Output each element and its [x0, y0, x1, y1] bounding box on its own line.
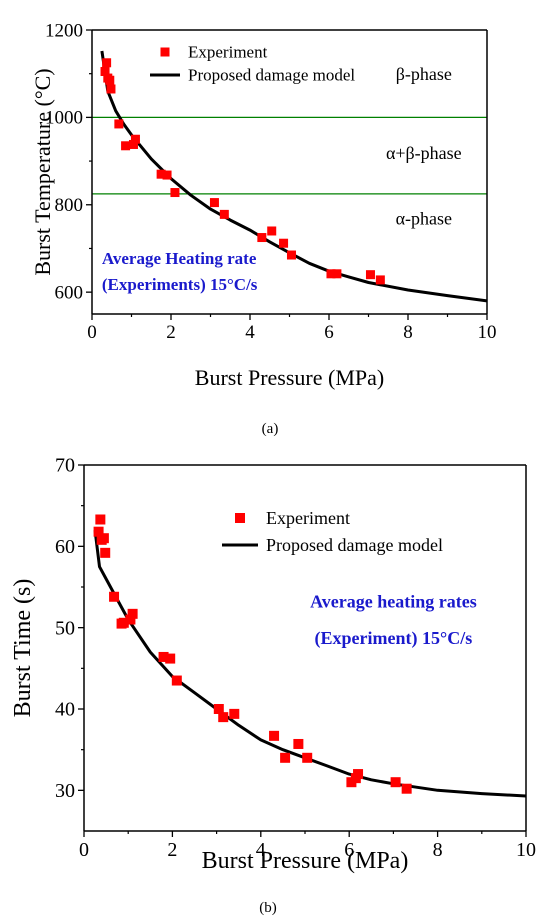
experiment-point [219, 209, 229, 219]
experiment-point [401, 783, 412, 794]
experiment-point [100, 547, 111, 558]
x-tick-label: 6 [344, 839, 354, 861]
y-tick-label: 1200 [45, 20, 83, 41]
experiment-point [286, 250, 296, 260]
experiment-point [98, 533, 109, 544]
heating-rate-annotation: Average Heating rate [102, 249, 257, 268]
legend-label: Experiment [266, 508, 350, 528]
legend-label: Experiment [188, 43, 268, 62]
y-tick-label: 40 [55, 699, 75, 721]
legend-label: Proposed damage model [188, 66, 355, 85]
experiment-point [105, 75, 115, 85]
heating-rate-annotation: (Experiments) 15°C/s [102, 275, 258, 294]
experiment-point [213, 704, 224, 714]
legend-marker-experiment [160, 47, 170, 57]
experiment-point [128, 139, 138, 149]
x-tick-label: 0 [79, 839, 89, 861]
x-tick-label: 10 [478, 322, 497, 343]
experiment-point [218, 712, 229, 723]
y-tick-label: 60 [55, 536, 75, 558]
experiment-point [280, 752, 291, 763]
phase-label: α+β-phase [386, 143, 462, 163]
experiment-point [121, 141, 131, 151]
experiment-point [269, 730, 280, 741]
x-tick-label: 8 [433, 839, 443, 861]
y-tick-label: 800 [55, 195, 84, 216]
x-tick-label: 10 [516, 839, 536, 861]
y-tick-label: 50 [55, 617, 75, 639]
y-tick-label: 70 [55, 455, 75, 477]
x-tick-label: 4 [245, 322, 255, 343]
subfigure-caption: (a) [262, 421, 279, 437]
x-tick-label: 4 [256, 839, 266, 861]
experiment-point [127, 608, 138, 619]
heating-rate-annotation: (Experiment) 15°C/s [315, 628, 473, 649]
experiment-point [118, 617, 129, 628]
model-curve [100, 50, 487, 303]
heating-rate-annotation: Average heating rates [310, 591, 477, 611]
experiment-point [209, 198, 219, 208]
x-tick-label: 2 [167, 839, 177, 861]
y-axis-label: Burst Time (s) [10, 579, 36, 718]
experiment-point [95, 514, 106, 525]
experiment-point [130, 134, 140, 144]
x-axis-label: Burst Pressure (MPa) [202, 848, 409, 874]
experiment-point [156, 169, 166, 179]
y-tick-label: 600 [55, 282, 84, 303]
y-tick-label: 30 [55, 780, 75, 802]
x-tick-label: 8 [403, 322, 413, 343]
phase-label: α-phase [396, 208, 452, 228]
experiment-point [125, 614, 136, 625]
experiment-point [170, 188, 180, 198]
y-axis-label: Burst Temperature (°C) [30, 68, 55, 275]
experiment-point [109, 591, 120, 602]
chart-a: 0 2 4 6 8 10 600 800 1000 1200 Burst Pressure (MPa… [30, 20, 497, 437]
experiment-point [229, 708, 240, 719]
experiment-point [326, 269, 336, 279]
experiment-point [257, 233, 267, 243]
experiment-point [171, 675, 182, 686]
experiment-point [390, 777, 401, 788]
experiment-point [293, 738, 304, 749]
legend-label: Proposed damage model [266, 535, 443, 555]
experiment-point [332, 269, 342, 279]
experiment-point [365, 270, 375, 280]
subfigure-caption: (b) [259, 900, 277, 916]
x-tick-label: 2 [166, 322, 176, 343]
experiment-point [102, 58, 112, 68]
experiment-point [302, 752, 313, 763]
experiment-point [162, 170, 172, 180]
experiment-point [100, 67, 110, 77]
experiment-point [375, 275, 385, 285]
experiment-point [267, 226, 277, 236]
experiment-point [353, 769, 364, 780]
chart-b: 0 2 4 6 8 10 30 40 50 60 70 Burst Pressure (MPa) Bur… [10, 455, 536, 916]
experiment-point [158, 651, 169, 662]
legend-marker-experiment [235, 513, 245, 523]
phase-label: β-phase [396, 64, 452, 84]
experiment-point [279, 238, 289, 248]
y-tick-label: 1000 [45, 108, 83, 129]
experiment-point [106, 84, 116, 94]
x-tick-label: 0 [87, 322, 97, 343]
experiment-point [93, 526, 104, 537]
x-axis-label: Burst Pressure (MPa) [195, 365, 384, 390]
experiment-point [165, 653, 176, 664]
x-tick-label: 6 [324, 322, 334, 343]
experiment-point [114, 119, 124, 129]
